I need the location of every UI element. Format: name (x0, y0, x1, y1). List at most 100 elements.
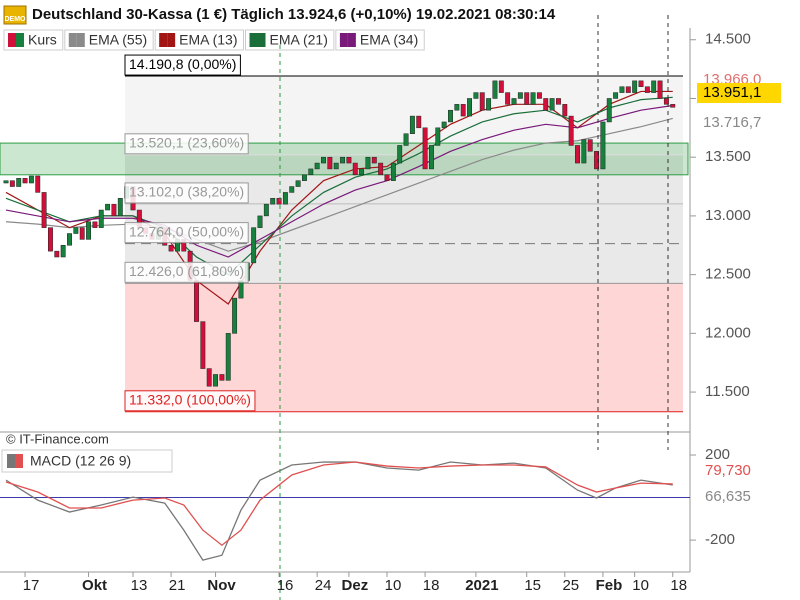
candle (524, 92, 530, 105)
legend-box (335, 29, 425, 51)
x-tick-label: 15 (524, 577, 541, 594)
candle (276, 198, 282, 205)
x-tick-label: 16 (277, 577, 294, 594)
y-tick-label: 13.500 (705, 148, 751, 165)
candle (403, 133, 409, 146)
x-tick-label: 13 (131, 577, 148, 594)
fib-label-box (124, 133, 249, 155)
candle (270, 198, 276, 205)
macd-line (5, 461, 673, 561)
candle (213, 374, 219, 387)
candle (651, 80, 657, 93)
candle (486, 98, 492, 111)
candle (41, 192, 47, 228)
candle (321, 156, 326, 164)
candle (663, 98, 669, 105)
legend-swatch (159, 33, 168, 47)
price-tag: 66,635 (705, 488, 751, 505)
x-tick-label: 17 (23, 577, 40, 594)
copyright: © IT-Finance.com (6, 431, 109, 446)
candle (225, 333, 231, 381)
y-tick-label: 12.500 (705, 266, 751, 283)
legend-swatch (7, 454, 15, 468)
candle (429, 145, 434, 170)
candle (416, 115, 422, 129)
candle (422, 127, 428, 170)
candle (448, 109, 453, 123)
candle (168, 245, 174, 252)
legend-label: EMA (13) (179, 32, 237, 48)
candle (73, 227, 79, 234)
macd-title: MACD (12 26 9) (30, 453, 131, 469)
y-tick-label: 12.000 (705, 324, 751, 341)
legend-swatch (8, 33, 16, 47)
candle (352, 162, 358, 176)
legend-swatch (347, 33, 356, 47)
legend-swatch (15, 454, 23, 468)
candle (670, 104, 676, 108)
legend-swatch (76, 33, 85, 47)
candle (454, 104, 460, 111)
candle (638, 80, 644, 87)
macd-panel: MACD (12 26 9) (0, 449, 690, 561)
x-tick-label: 18 (670, 577, 687, 594)
candle (606, 98, 612, 123)
candle (460, 104, 466, 117)
candle (365, 156, 371, 170)
macd-title-box (1, 449, 173, 473)
candle (600, 121, 606, 170)
fib-label-box (124, 261, 249, 283)
x-tick-label: 10 (632, 577, 649, 594)
candle (619, 86, 625, 93)
candle (498, 80, 504, 93)
candle (28, 175, 34, 184)
y-tick-label: 13.000 (705, 207, 751, 224)
candle (117, 198, 123, 217)
candle (556, 98, 561, 105)
candle (511, 98, 517, 105)
legend-box (245, 29, 335, 51)
x-tick-label: Nov (207, 577, 236, 594)
candle (594, 151, 599, 170)
candle (251, 227, 257, 264)
candle (232, 297, 238, 334)
candle (613, 92, 619, 99)
fib-label-box (124, 222, 249, 244)
x-tick-label: 18 (423, 577, 440, 594)
y-tick-label: 200 (705, 446, 730, 463)
x-tick-label: 24 (315, 577, 332, 594)
candle (359, 168, 365, 176)
candle (314, 162, 320, 170)
candle (48, 227, 53, 252)
candle (435, 127, 441, 146)
main-panel: 14.190,8 (0,00%) 13.520,1 (23,60%) 13.102,… (0, 54, 689, 413)
y-tick-label: 11.500 (705, 383, 750, 400)
x-tick-label: Okt (82, 577, 107, 594)
x-tick-label: Dez (342, 577, 369, 594)
candle (632, 80, 638, 93)
candle (378, 162, 384, 176)
legend-swatch (249, 33, 258, 47)
candle (530, 92, 536, 105)
candle (657, 80, 663, 99)
candle (562, 104, 568, 117)
candle (67, 233, 72, 246)
candle (467, 98, 473, 117)
candle (194, 280, 199, 322)
legend-label: EMA (34) (360, 32, 418, 48)
candle (308, 168, 314, 176)
candle (543, 98, 549, 111)
candle (371, 156, 377, 164)
candle (644, 86, 650, 93)
candle (473, 92, 479, 99)
legend-box (64, 29, 154, 51)
candle (302, 174, 307, 181)
candle (549, 98, 555, 111)
candle (79, 227, 85, 240)
chart-title: Deutschland 30-Kassa (1 €) Täglich 13.92… (32, 6, 556, 23)
candle (536, 92, 542, 99)
fib-label-box (124, 182, 249, 204)
price-tag: 13.951,1 (703, 84, 761, 101)
price-tag: 79,730 (705, 462, 751, 479)
legend-swatch (339, 33, 348, 47)
